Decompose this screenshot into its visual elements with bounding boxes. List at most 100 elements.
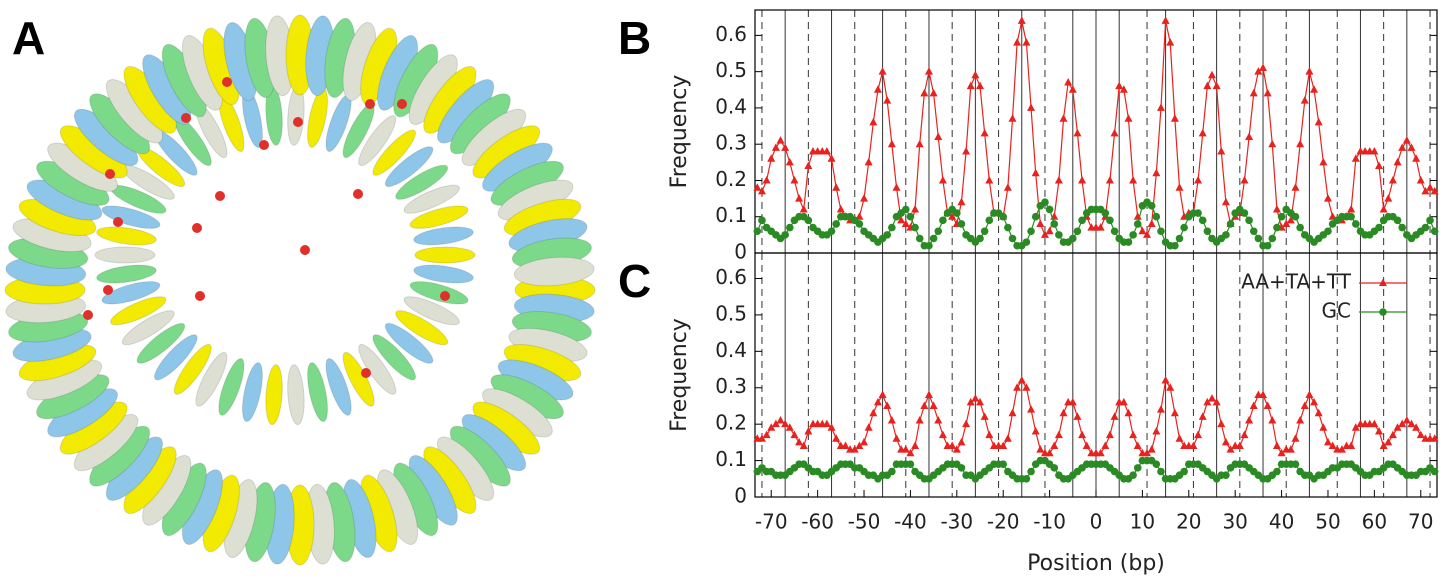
y-tick-label: 0.6 xyxy=(715,22,747,46)
marker xyxy=(887,139,896,148)
marker xyxy=(1045,226,1054,235)
marker xyxy=(1147,202,1156,210)
marker xyxy=(1291,183,1300,191)
marker xyxy=(939,216,947,225)
marker xyxy=(1319,423,1328,431)
marker xyxy=(934,227,943,236)
marker xyxy=(1133,441,1142,450)
marker xyxy=(1272,441,1281,450)
x-tick-label: -20 xyxy=(987,510,1020,534)
marker xyxy=(1105,175,1114,184)
marker xyxy=(985,175,994,184)
marker xyxy=(827,423,836,431)
marker xyxy=(1384,194,1393,202)
marker xyxy=(1031,426,1040,435)
disc xyxy=(413,226,474,246)
marker xyxy=(1129,430,1138,439)
marker xyxy=(1393,216,1402,225)
marker xyxy=(957,437,966,446)
marker xyxy=(1235,441,1244,450)
marker xyxy=(1384,437,1393,446)
marker xyxy=(897,215,906,224)
marker xyxy=(1175,234,1184,243)
marker xyxy=(1249,88,1258,97)
marker xyxy=(1421,223,1430,232)
marker xyxy=(1096,448,1105,457)
marker xyxy=(822,419,831,428)
marker xyxy=(1245,216,1253,225)
disc xyxy=(409,281,469,305)
marker xyxy=(1407,419,1416,428)
marker xyxy=(1268,139,1277,148)
marker xyxy=(1133,464,1142,472)
marker xyxy=(762,175,771,184)
marker xyxy=(1059,408,1068,417)
marker xyxy=(1096,223,1105,231)
panel-label: A xyxy=(12,12,45,64)
marker xyxy=(1370,146,1379,155)
marker xyxy=(757,186,766,195)
atom xyxy=(113,217,123,227)
marker xyxy=(1133,220,1142,228)
x-tick-label: 60 xyxy=(1362,510,1387,534)
atom xyxy=(440,291,450,301)
atom xyxy=(397,99,407,109)
marker xyxy=(1115,81,1124,90)
marker xyxy=(1027,103,1036,111)
marker xyxy=(785,423,794,431)
marker xyxy=(938,430,947,439)
marker xyxy=(957,464,966,472)
marker xyxy=(976,234,984,243)
marker xyxy=(1347,212,1355,221)
disc xyxy=(265,364,283,426)
atom xyxy=(103,285,113,295)
marker xyxy=(1045,205,1054,214)
marker xyxy=(1430,186,1439,195)
marker xyxy=(1273,223,1281,232)
marker xyxy=(962,146,971,155)
marker xyxy=(1347,441,1356,450)
marker xyxy=(1101,209,1110,217)
marker xyxy=(1268,234,1277,243)
marker xyxy=(892,183,901,191)
y-tick-label: 0.6 xyxy=(715,265,747,289)
marker xyxy=(1379,308,1387,316)
disc xyxy=(384,322,434,364)
marker xyxy=(924,67,933,75)
marker xyxy=(929,234,938,243)
marker xyxy=(1296,416,1305,424)
marker xyxy=(878,390,887,399)
marker xyxy=(883,96,892,104)
marker xyxy=(1170,408,1179,417)
marker xyxy=(1421,186,1430,195)
marker xyxy=(1245,416,1254,424)
marker xyxy=(1170,114,1179,122)
marker xyxy=(767,423,776,431)
marker xyxy=(1143,230,1152,238)
marker xyxy=(1129,231,1137,239)
marker xyxy=(1217,419,1226,428)
marker xyxy=(1324,227,1332,236)
disc xyxy=(403,296,460,326)
marker xyxy=(804,426,813,435)
disc xyxy=(287,364,305,426)
marker xyxy=(753,227,762,236)
marker xyxy=(883,231,892,239)
marker xyxy=(1416,175,1425,184)
marker xyxy=(1314,117,1323,126)
marker xyxy=(1166,38,1175,46)
marker xyxy=(1291,434,1300,442)
marker xyxy=(952,445,961,453)
marker xyxy=(1194,209,1202,217)
marker xyxy=(1156,405,1165,413)
marker xyxy=(1398,419,1407,428)
marker xyxy=(1022,238,1031,246)
atom xyxy=(222,77,232,87)
marker xyxy=(790,175,799,184)
atom xyxy=(300,245,310,255)
disc xyxy=(307,362,328,422)
marker xyxy=(1259,63,1268,72)
marker xyxy=(1351,154,1360,162)
marker xyxy=(804,216,813,225)
marker xyxy=(1189,441,1198,450)
